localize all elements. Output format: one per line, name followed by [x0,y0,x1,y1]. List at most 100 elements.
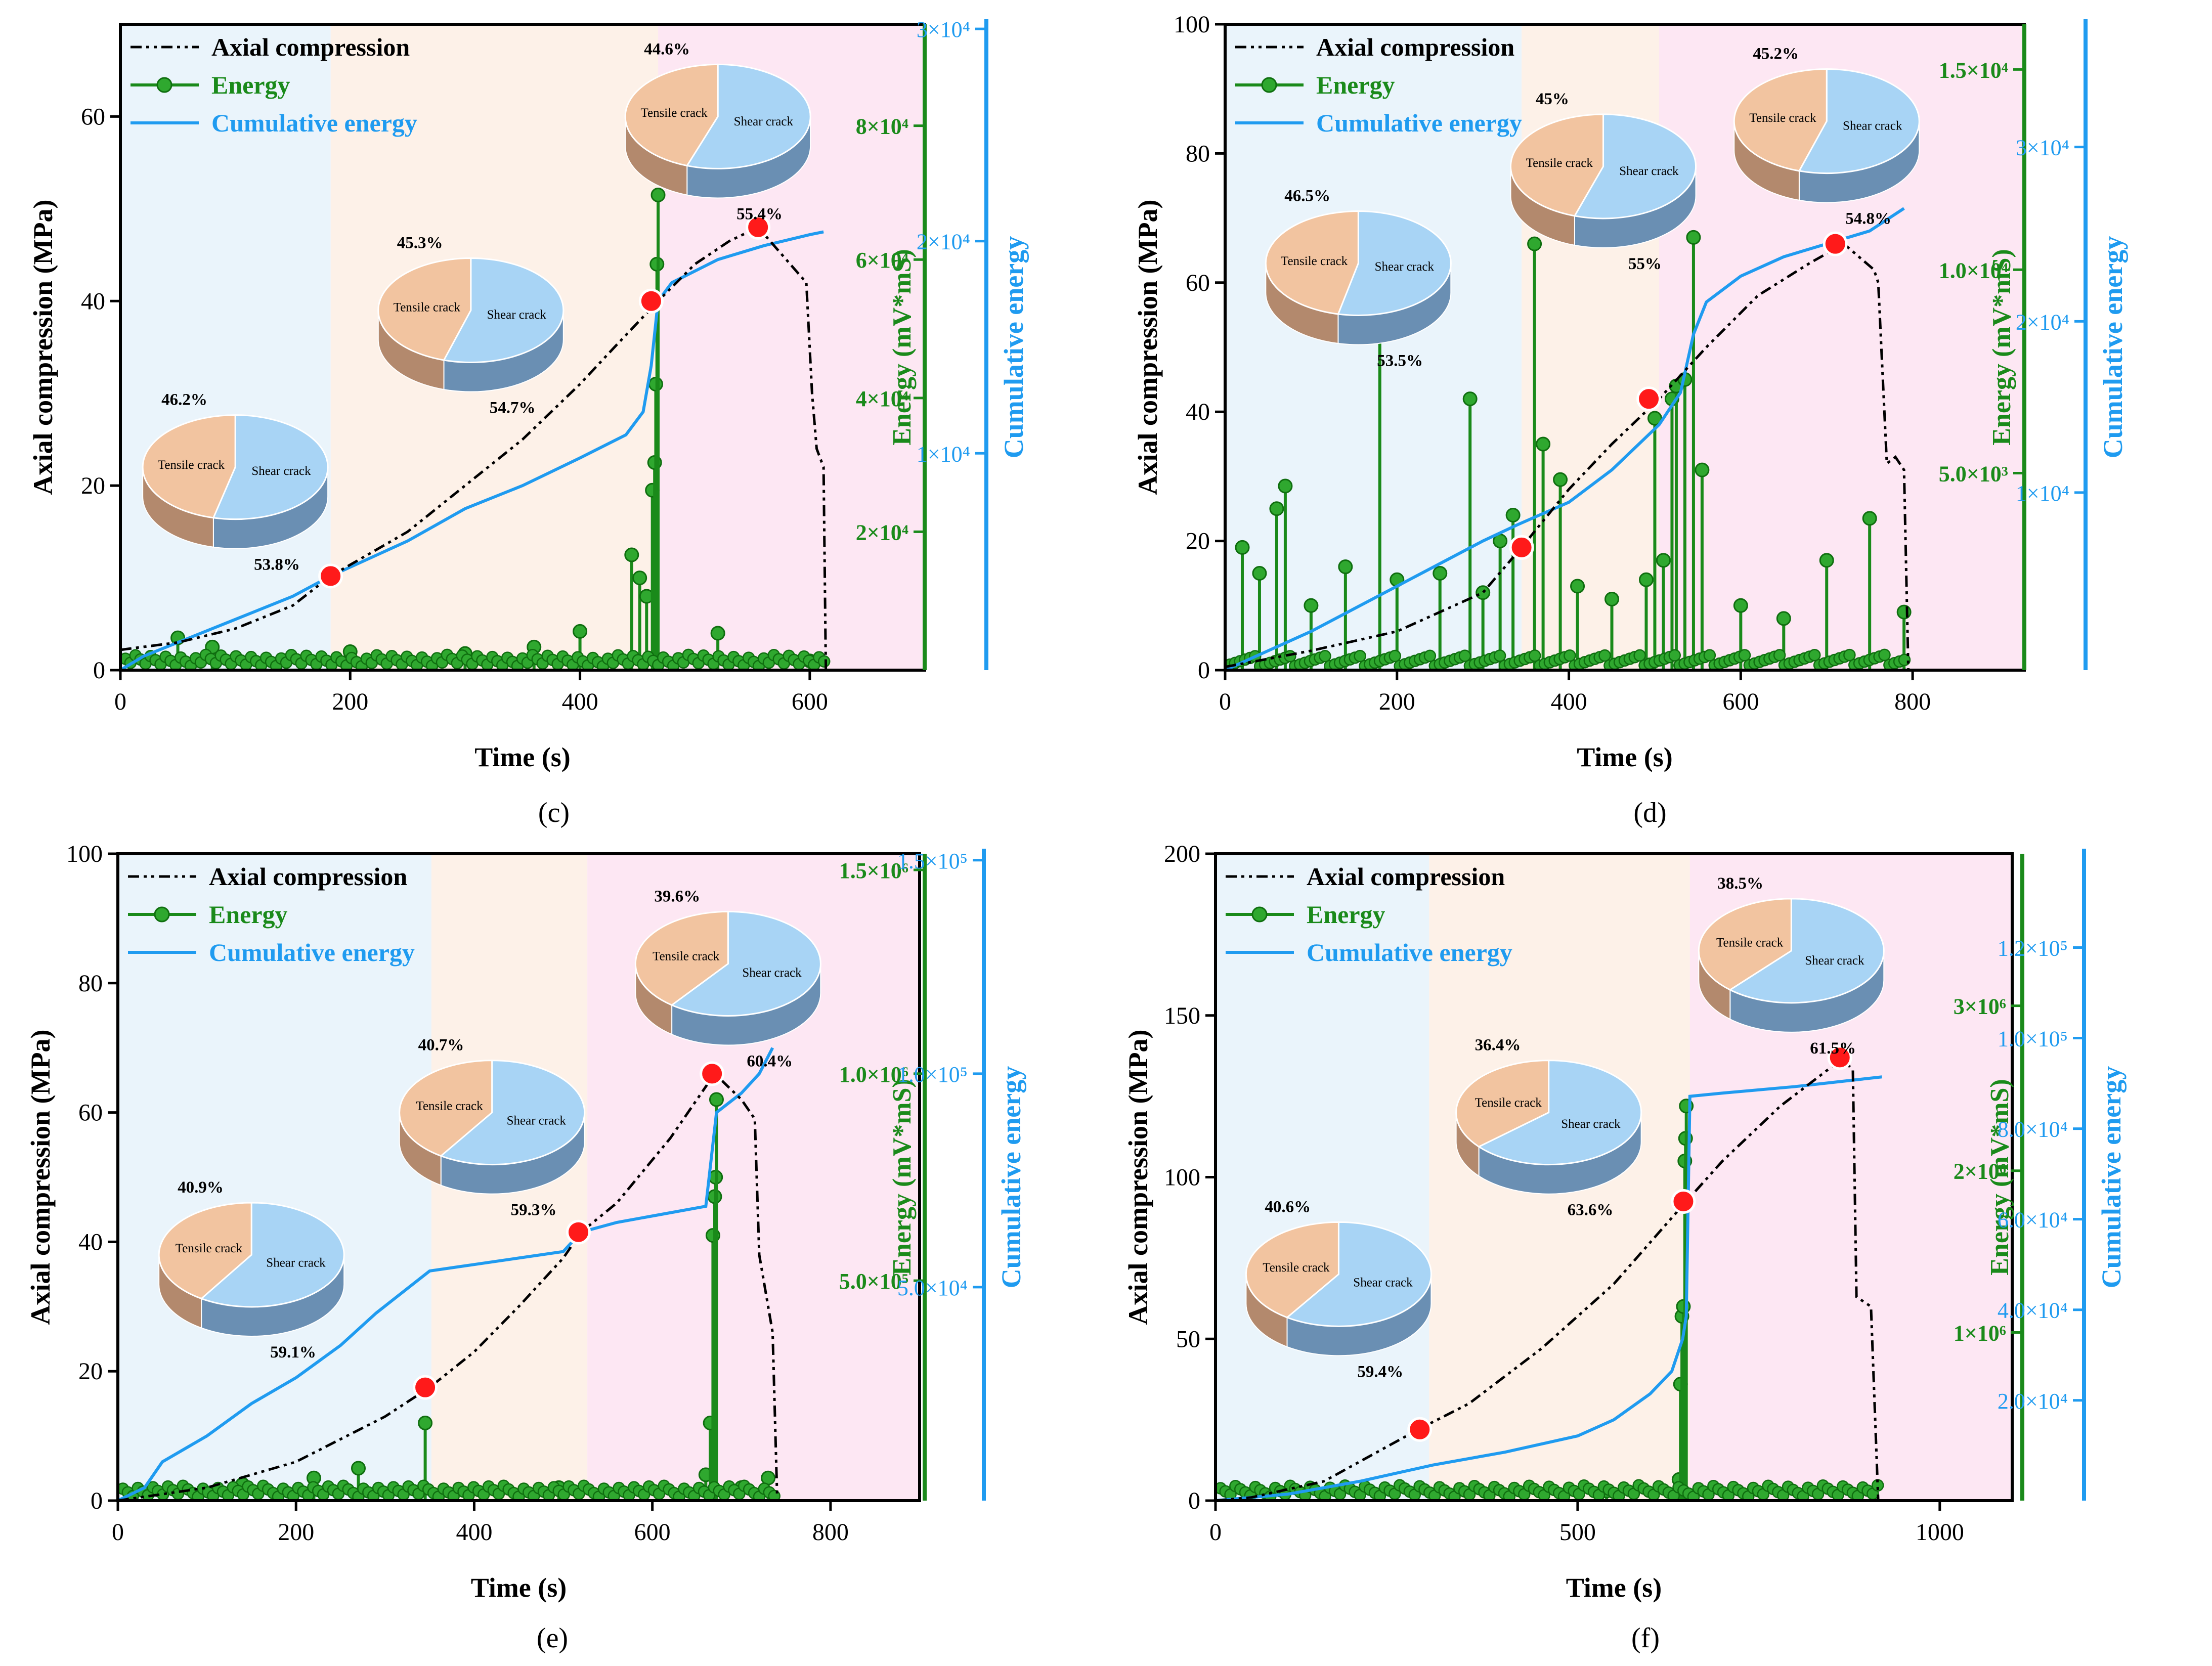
energy-point [1703,649,1716,662]
energy-point [818,655,831,668]
cumulative-tick-label: 3×10⁴ [2016,136,2069,160]
cumulative-tick-label: 6.0×10⁴ [1998,1208,2068,1233]
shear-percent: 55% [1628,255,1662,273]
shear-slice [670,910,821,1017]
y-axis-title: Axial compression (MPa) [28,200,58,495]
shear-slice [212,414,329,520]
x-tick-label: 200 [1379,688,1415,715]
cumulative-axis-title: Cumulative energy [2098,236,2128,458]
x-tick-label: 0 [114,688,126,715]
energy-point [1738,649,1751,662]
tensile-percent: 38.5% [1717,874,1763,893]
legend-cumulative-label: Cumulative energy [1316,109,1522,137]
energy-point [1433,565,1448,581]
tensile-slice-label: Tensile crack [653,950,720,963]
shear-percent: 54.7% [490,399,536,417]
shear-percent: 59.4% [1357,1363,1403,1381]
legend: Axial compression Energy Cumulative energy [131,33,417,137]
energy-point [1647,411,1662,426]
y-tick-label: 150 [1164,1002,1200,1029]
tensile-slice-label: Tensile crack [394,300,461,314]
energy-tick-label: 5.0×10³ [1939,462,2008,487]
y-tick-label: 20 [78,1358,103,1385]
y-tick-label: 100 [1174,11,1210,38]
energy-point [1564,649,1576,662]
axial-compression-line [1216,1056,1880,1501]
cumulative-tick-label: 2×10⁴ [2016,310,2069,334]
shear-slice [1285,1221,1432,1327]
y-tick-label: 40 [81,288,105,315]
shear-slice [200,1202,345,1308]
shear-percent: 61.5% [1810,1039,1856,1058]
energy-point [1695,462,1710,477]
tensile-slice-label: Tensile crack [176,1242,243,1255]
legend: Axial compression Energy Cumulative energy [1235,33,1522,137]
panel-label: (e) [537,1623,568,1654]
shear-percent: 59.1% [270,1343,316,1362]
x-tick-label: 0 [1209,1519,1222,1546]
legend-energy-label: Energy [211,71,290,99]
energy-point [1536,436,1551,452]
legend-energy-label: Energy [1307,900,1385,929]
stage-marker [566,1219,591,1245]
crack-pie: Tensile crack Shear crack 39.6% 60.4% [634,887,821,1070]
tensile-slice-label: Tensile crack [416,1099,483,1113]
energy-point [1598,649,1611,662]
y-tick-label: 0 [1198,657,1210,684]
shear-percent: 53.5% [1377,352,1423,370]
x-axis-title: Time (s) [1566,1572,1662,1603]
x-tick-label: 400 [1551,688,1587,715]
x-tick-label: 800 [812,1519,849,1546]
cumulative-energy-line [1216,1075,1882,1501]
stage-marker [1671,1189,1696,1214]
tensile-percent: 39.6% [654,887,700,905]
energy-point [1304,598,1319,613]
energy-axis-title: Energy (mV*mS) [888,249,917,446]
x-tick-label: 500 [1559,1519,1596,1546]
crack-pie: Tensile crack Shear crack 46.5% 53.5% [1265,187,1452,370]
energy-point [1319,649,1331,663]
panel-label: (d) [1633,797,1666,828]
shear-slice [439,1060,586,1166]
legend-axial-label: Axial compression [211,33,410,61]
legend-energy-marker [156,77,172,93]
energy-point [1862,511,1877,526]
energy-tick-label: 2×10⁶ [1954,1159,2006,1184]
energy-point [1819,553,1834,568]
energy-point [1570,579,1585,594]
shear-slice-label: Shear crack [742,966,802,980]
stage-marker [1827,1045,1852,1070]
energy-point [1235,540,1250,555]
energy-tick-label: 1×10⁶ [1954,1321,2006,1345]
cumulative-tick-label: 2.0×10⁴ [1998,1389,2068,1414]
y-tick-label: 80 [78,970,103,997]
legend-axial-label: Axial compression [1316,33,1514,61]
x-tick-label: 0 [112,1519,124,1546]
chart-panel: Tensile crack Shear crack46.2%53.8%Tensil… [28,17,1029,828]
energy-point [650,187,666,202]
tensile-slice [399,1060,493,1157]
cumulative-tick-label: 2×10⁴ [917,230,970,254]
tensile-percent: 45.2% [1753,45,1799,63]
y-axis-title: Axial compression (MPa) [1133,200,1163,495]
energy-point [1354,649,1366,663]
energy-point [709,1092,724,1107]
x-tick-label: 1000 [1916,1519,1964,1546]
tensile-slice [142,414,236,519]
energy-point [1389,649,1401,663]
tensile-percent: 36.4% [1475,1036,1521,1055]
stage-marker [746,214,771,240]
y-axis-title: Axial compression (MPa) [1123,1030,1153,1325]
energy-point [351,1461,366,1476]
stage-marker [318,563,343,589]
y-tick-label: 60 [78,1100,103,1126]
energy-point [1553,472,1568,487]
shear-slice [1798,68,1920,174]
stage-marker [413,1375,438,1400]
energy-tick-label: 8×10⁴ [856,114,908,139]
shear-slice [1728,898,1885,1004]
crack-pie: Tensile crack Shear crack 36.4% 63.6% [1455,1036,1642,1219]
shear-slice-label: Shear crack [487,308,547,322]
tensile-slice [1510,113,1604,217]
